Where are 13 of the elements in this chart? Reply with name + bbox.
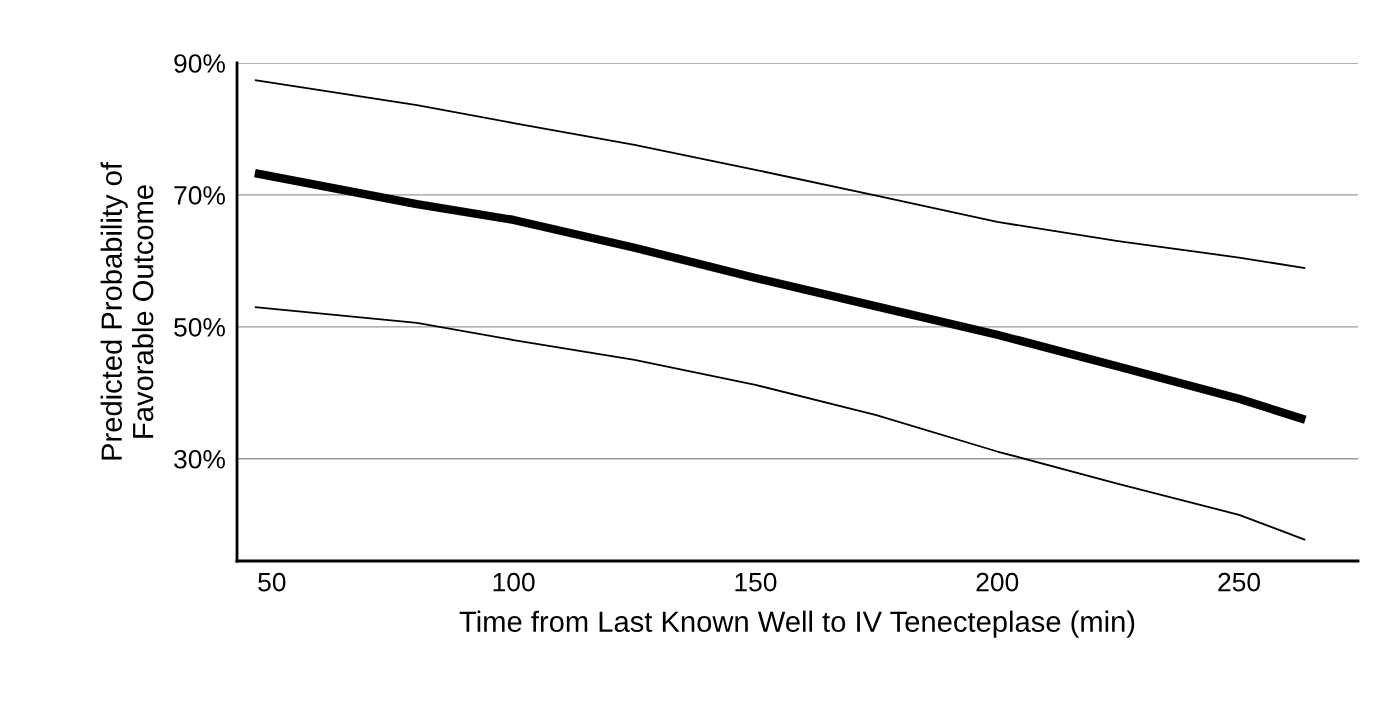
line-series	[253, 79, 1307, 270]
x-axis-title: Time from Last Known Well to IV Tenecteplase (min)	[459, 610, 1135, 638]
x-tick-label: 250	[1218, 572, 1261, 592]
y-tick-label: 50%	[174, 317, 225, 337]
y-tick-label: 70%	[174, 186, 225, 205]
y-tick-label: 30%	[174, 449, 225, 469]
x-tick-label: 200	[976, 572, 1019, 592]
x-tick-label: 150	[735, 572, 777, 592]
y-tick-label: 90%	[174, 54, 225, 73]
x-tick-label: 50	[258, 572, 286, 592]
x-tick-label: 100	[493, 572, 535, 592]
line-series	[253, 306, 1307, 541]
y-axis-title: Predicted Probability of Favorable Outcome	[100, 161, 154, 460]
